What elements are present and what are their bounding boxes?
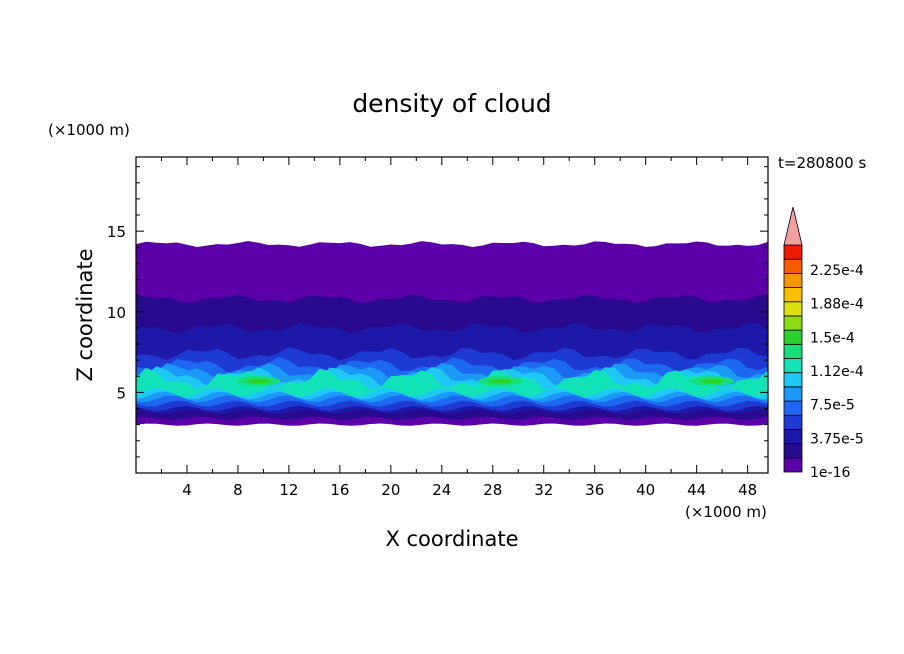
- x-axis-ticks: 4 8 12 16 20 24 28 32 36 40 44 48: [160, 157, 757, 499]
- x-tick-label: 48: [738, 481, 757, 499]
- x-tick-label: 4: [182, 481, 192, 499]
- colorbar-label: 1e-16: [810, 465, 850, 481]
- colorbar-segment: [783, 244, 803, 260]
- y-axis-title: Z coordinate: [73, 248, 97, 381]
- colorbar-label: 1.5e-4: [810, 330, 855, 346]
- chart-title: density of cloud: [352, 89, 551, 118]
- cloud-core-peak: [488, 378, 513, 384]
- colorbar-segment: [783, 315, 803, 331]
- colorbar-segment: [783, 258, 803, 274]
- colorbar-segment: [783, 287, 803, 303]
- x-tick-label: 28: [483, 481, 502, 499]
- colorbar-label: 3.75e-5: [810, 431, 864, 447]
- colorbar-segment: [783, 457, 803, 473]
- y-tick-label: 10: [107, 304, 126, 322]
- x-tick-label: 12: [279, 481, 298, 499]
- colorbar-segment: [783, 372, 803, 388]
- y-tick-label: 5: [116, 384, 126, 402]
- y-unit-label: (×1000 m): [48, 121, 130, 139]
- colorbar-segment: [783, 386, 803, 402]
- colorbar-label: 2.25e-4: [810, 263, 864, 279]
- colorbar-segment: [783, 414, 803, 430]
- colorbar-label: 7.5e-5: [810, 398, 855, 414]
- cloud-core-peak: [699, 378, 724, 384]
- x-tick-label: 8: [233, 481, 243, 499]
- colorbar-label: 1.88e-4: [810, 297, 864, 313]
- colorbar: 2.25e-4 1.88e-4 1.5e-4 1.12e-4 7.5e-5 3.75e-5…: [783, 206, 864, 481]
- colorbar-segment: [783, 301, 803, 317]
- x-axis-title: X coordinate: [385, 527, 518, 551]
- x-tick-label: 36: [585, 481, 604, 499]
- y-axis-ticks: 5 10 15: [107, 166, 768, 458]
- colorbar-segment: [783, 343, 803, 359]
- colorbar-segment: [783, 329, 803, 345]
- colorbar-segment: [783, 443, 803, 459]
- x-tick-label: 20: [381, 481, 400, 499]
- x-tick-label: 24: [432, 481, 451, 499]
- cloud-layer: [136, 367, 768, 397]
- colorbar-segment: [783, 272, 803, 288]
- x-tick-label: 44: [687, 481, 706, 499]
- colorbar-segment: [783, 429, 803, 445]
- y-tick-label: 15: [107, 223, 126, 241]
- colorbar-segment: [783, 358, 803, 374]
- plot-frame: [135, 156, 769, 474]
- x-unit-label: (×1000 m): [685, 503, 767, 521]
- colorbar-segment: [783, 400, 803, 416]
- cloud-contours: [136, 241, 768, 426]
- colorbar-label: 1.12e-4: [810, 364, 864, 380]
- x-tick-label: 40: [636, 481, 655, 499]
- x-tick-label: 32: [534, 481, 553, 499]
- cloud-core-peak: [246, 378, 271, 384]
- colorbar-extend-arrow: [783, 206, 803, 246]
- x-tick-label: 16: [330, 481, 349, 499]
- time-label: t=280800 s: [778, 154, 866, 172]
